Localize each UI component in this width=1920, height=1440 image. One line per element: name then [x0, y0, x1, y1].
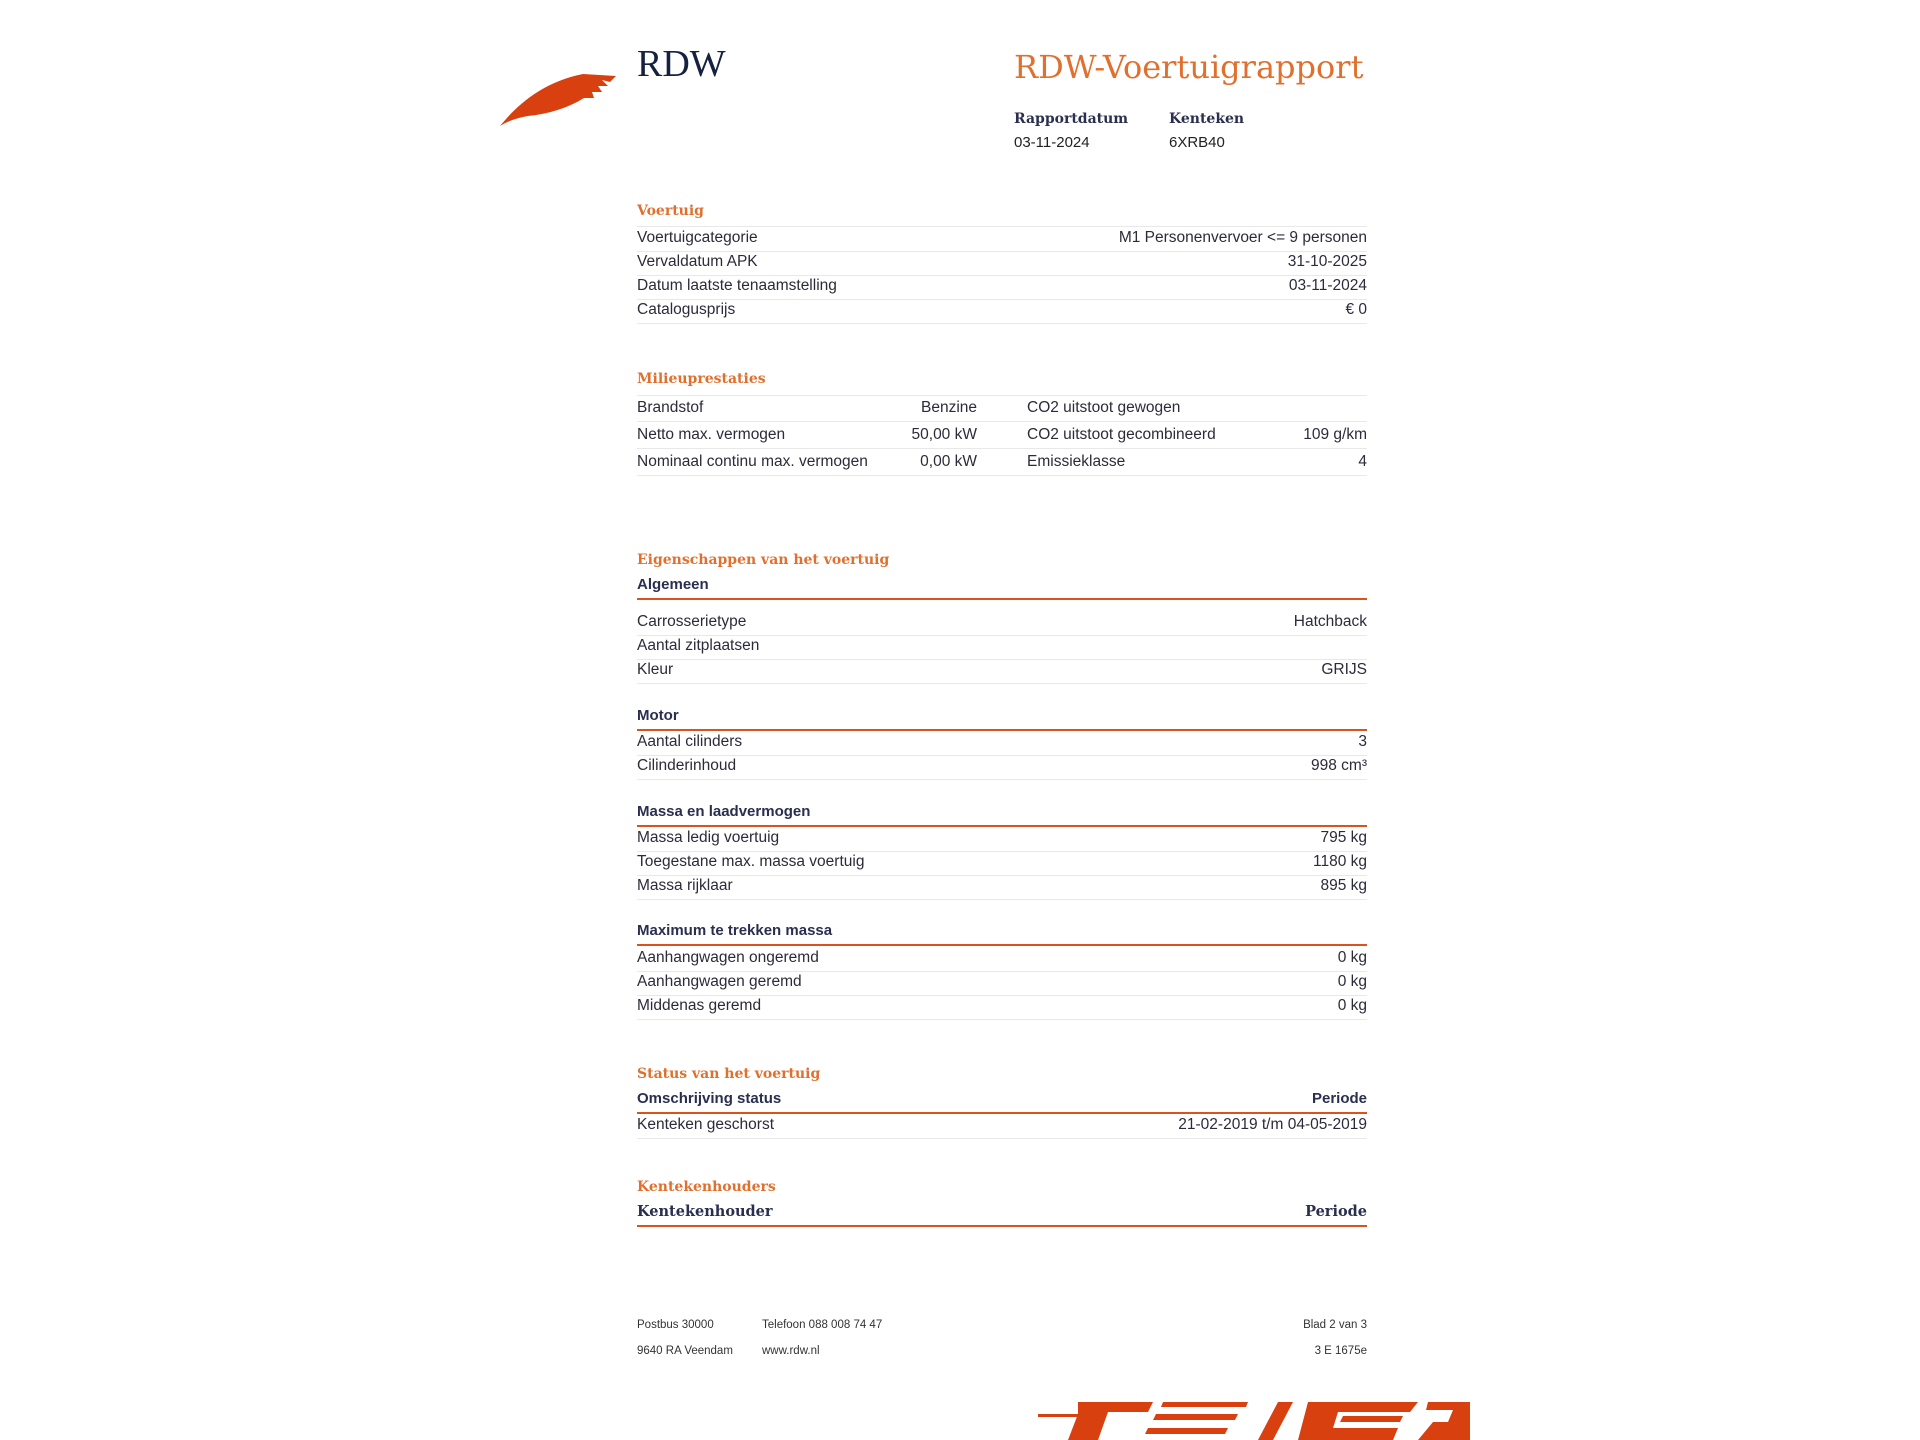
row-label: Kleur [637, 661, 674, 678]
group-title: Algemeen [637, 576, 709, 593]
footer-website[interactable]: www.rdw.nl [762, 1345, 820, 1357]
table-row: Kenteken geschorst 21-02-2019 t/m 04-05-2… [637, 1114, 1367, 1139]
section-heading: Kentekenhouders [637, 1179, 776, 1195]
row-label: Nominaal continu max. vermogen [637, 453, 868, 470]
report-date: 03-11-2024 [1014, 134, 1090, 151]
table-row: Brandstof Benzine CO2 uitstoot gewogen [637, 397, 1367, 422]
table-row: Cilinderinhoud 998 cm³ [637, 755, 1367, 780]
plate-number: 6XRB40 [1169, 134, 1225, 151]
row-label: Vervaldatum APK [637, 253, 758, 270]
section-heading: Voertuig [637, 203, 704, 219]
footer-address-2: 9640 RA Veendam [637, 1345, 733, 1357]
table-row: Massa rijklaar 895 kg [637, 875, 1367, 900]
row-value: 21-02-2019 t/m 04-05-2019 [1178, 1116, 1367, 1133]
table-row: Aantal cilinders 3 [637, 731, 1367, 756]
row-label: Carrosserietype [637, 613, 747, 630]
row-label-2: CO2 uitstoot gewogen [1027, 399, 1181, 416]
row-value: Benzine [920, 399, 977, 416]
row-label: Kenteken geschorst [637, 1116, 775, 1133]
row-label: Aantal zitplaatsen [637, 637, 760, 654]
section-heading: Status van het voertuig [637, 1066, 821, 1082]
row-label: Cilinderinhoud [637, 757, 737, 774]
report-date-label: Rapportdatum [1014, 111, 1129, 127]
row-value: M1 Personenvervoer <= 9 personen [1118, 229, 1367, 246]
footer-phone: Telefoon 088 008 74 47 [762, 1319, 883, 1331]
divider [637, 226, 1367, 227]
table-row: Voertuigcategorie M1 Personenvervoer <= 9… [637, 227, 1367, 252]
rdw-feather-logo-icon [500, 74, 616, 126]
table-row: Aanhangwagen ongeremd 0 kg [637, 947, 1367, 972]
row-label-2: CO2 uitstoot gecombineerd [1027, 426, 1216, 443]
column-header-description: Omschrijving status [637, 1090, 782, 1107]
row-value: 3 [1358, 733, 1367, 750]
table-row: Aanhangwagen geremd 0 kg [637, 971, 1367, 996]
row-label: Brandstof [637, 399, 704, 416]
row-label: Toegestane max. massa voertuig [637, 853, 865, 870]
group-header: Motor [637, 707, 1367, 731]
table-row: Carrosserietype Hatchback [637, 611, 1367, 636]
row-value: € 0 [1345, 301, 1367, 318]
row-label: Catalogusprijs [637, 301, 736, 318]
row-value: 795 kg [1320, 829, 1367, 846]
group-header: Algemeen [637, 576, 1367, 600]
row-value: 0 kg [1337, 997, 1367, 1014]
holders-table-header: Kentekenhouder Periode [637, 1203, 1367, 1227]
group-title: Motor [637, 707, 679, 724]
row-label: Aantal cilinders [637, 733, 743, 750]
column-header-period: Periode [1305, 1203, 1367, 1220]
divider [637, 395, 1367, 396]
section-heading: Milieuprestaties [637, 371, 766, 387]
row-value-2: 109 g/km [1303, 426, 1367, 443]
row-value: 0 kg [1337, 973, 1367, 990]
status-table-header: Omschrijving status Periode [637, 1090, 1367, 1114]
row-label: Netto max. vermogen [637, 426, 786, 443]
row-value: 1180 kg [1312, 853, 1367, 870]
group-title: Maximum te trekken massa [637, 922, 833, 939]
plate-label: Kenteken [1169, 111, 1245, 127]
row-label: Aanhangwagen geremd [637, 973, 802, 990]
table-row: Catalogusprijs € 0 [637, 299, 1367, 324]
row-label-2: Emissieklasse [1027, 453, 1126, 470]
row-label: Aanhangwagen ongeremd [637, 949, 819, 966]
row-value: GRIJS [1321, 661, 1367, 678]
footer-address-1: Postbus 30000 [637, 1319, 714, 1331]
row-value: 0 kg [1337, 949, 1367, 966]
table-row: Aantal zitplaatsen [637, 635, 1367, 660]
row-label: Massa ledig voertuig [637, 829, 780, 846]
column-header-period: Periode [1311, 1090, 1367, 1107]
row-value: 50,00 kW [911, 426, 977, 443]
table-row: Toegestane max. massa voertuig 1180 kg [637, 851, 1367, 876]
footer-document-code: 3 E 1675e [1314, 1345, 1367, 1357]
table-row: Massa ledig voertuig 795 kg [637, 827, 1367, 852]
row-value: 0,00 kW [920, 453, 977, 470]
table-row: Datum laatste tenaamstelling 03-11-2024 [637, 275, 1367, 300]
table-row: Nominaal continu max. vermogen 0,00 kW Emi… [637, 451, 1367, 476]
row-value: 998 cm³ [1311, 757, 1367, 774]
table-row: Kleur GRIJS [637, 659, 1367, 684]
page-title: RDW-Voertuigrapport [1014, 48, 1364, 86]
column-header-holder: Kentekenhouder [637, 1203, 773, 1220]
group-title: Massa en laadvermogen [637, 803, 811, 820]
row-label: Middenas geremd [637, 997, 762, 1014]
section-heading: Eigenschappen van het voertuig [637, 552, 890, 568]
row-value: 03-11-2024 [1288, 277, 1367, 294]
row-value: 31-10-2025 [1287, 253, 1367, 270]
row-value-2: 4 [1358, 453, 1367, 470]
table-row: Middenas geremd 0 kg [637, 995, 1367, 1020]
row-label: Datum laatste tenaamstelling [637, 277, 837, 294]
row-label: Massa rijklaar [637, 877, 733, 894]
table-row: Netto max. vermogen 50,00 kW CO2 uitstoot … [637, 424, 1367, 449]
row-value: Hatchback [1293, 613, 1367, 630]
brand-name: RDW [637, 43, 726, 85]
row-label: Voertuigcategorie [637, 229, 758, 246]
rdw-stripes-decoration-icon [1038, 1402, 1470, 1440]
row-value: 895 kg [1320, 877, 1367, 894]
table-row: Vervaldatum APK 31-10-2025 [637, 251, 1367, 276]
group-header: Massa en laadvermogen [637, 803, 1367, 827]
footer-page-number: Blad 2 van 3 [1303, 1319, 1367, 1331]
group-header: Maximum te trekken massa [637, 922, 1367, 946]
